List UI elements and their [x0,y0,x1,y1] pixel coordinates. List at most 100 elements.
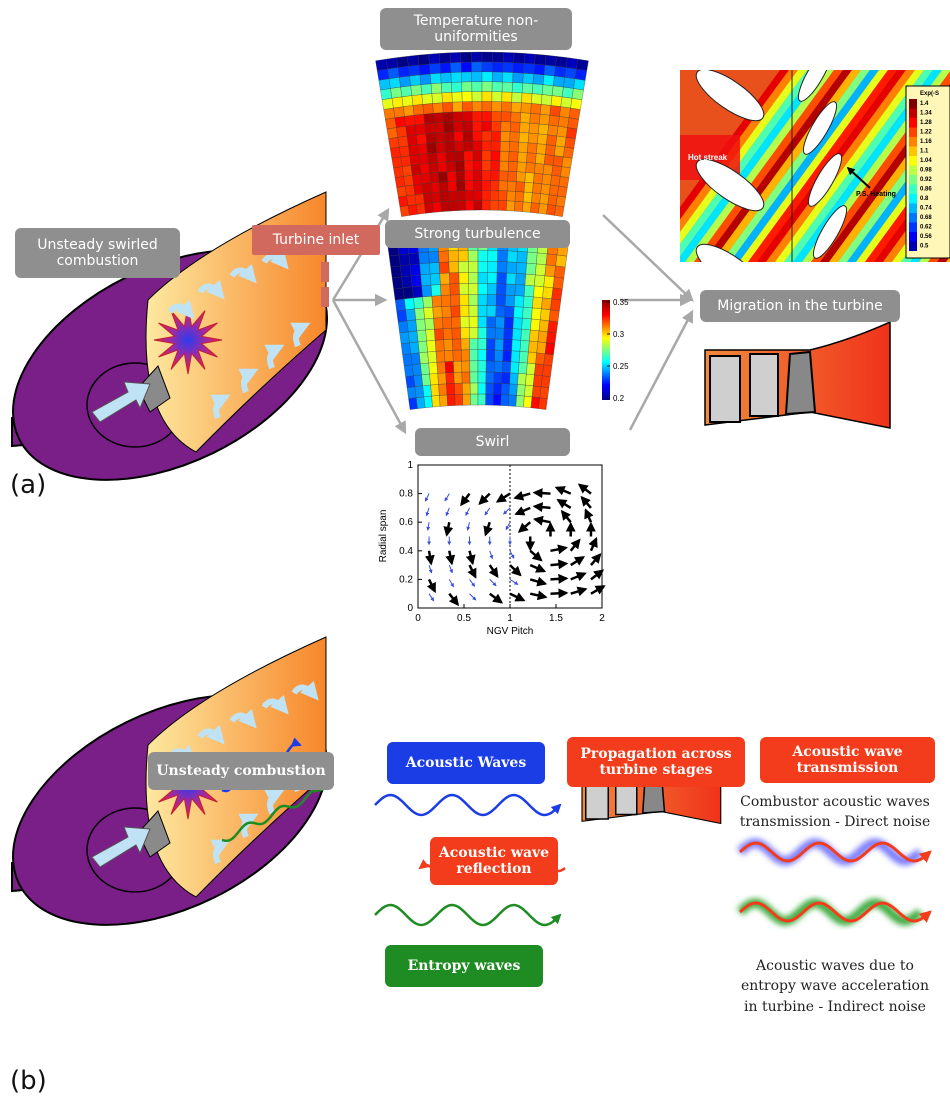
map-cell [503,52,514,62]
map-cell [490,200,498,210]
map-cell [520,122,530,133]
map-cell [569,108,580,119]
map-cell [548,125,559,136]
map-cell [447,171,456,181]
map-cell [524,182,533,193]
map-cell [491,141,500,151]
map-cell [575,69,587,80]
map-cell [543,75,554,86]
vector [535,493,551,494]
map-cell [437,152,447,163]
map-cell [398,136,409,147]
legend-value: 1.16 [920,139,932,145]
map-cell [526,363,535,375]
map-cell [430,73,441,84]
map-cell [459,272,469,283]
legend-value: 1.04 [920,158,932,164]
map-cell [469,317,478,328]
map-cell [439,384,448,396]
map-cell [523,63,534,74]
map-cell [492,72,503,82]
label: Migration in the turbine [700,290,900,322]
map-cell [534,364,543,376]
map-cell [530,319,540,331]
map-cell [521,93,532,104]
label: Acoustic wave transmission [760,737,935,783]
legend-swatch [909,232,917,242]
map-cell [405,185,415,196]
map-cell [472,121,482,131]
map-cell [442,306,452,318]
map-cell [503,62,514,72]
tick-label: 0 [415,613,421,624]
map-cell [542,174,552,185]
map-cell [418,341,428,353]
map-cell [444,122,454,132]
map-cell [412,364,421,376]
map-cell [432,93,443,104]
map-cell [388,67,400,78]
map-cell [545,55,557,66]
map-cell [521,329,531,341]
map-cell [473,141,482,151]
map-cell [507,181,516,191]
map-cell [492,82,502,92]
map-cell [505,295,515,307]
map-cell [514,295,524,307]
map-cell [384,108,395,119]
map-cell [456,181,465,191]
map-cell [531,94,542,105]
map-cell [506,201,515,211]
map-cell [410,75,421,86]
map-cell [463,121,473,131]
map-cell [401,86,412,97]
map-cell [416,397,425,409]
legend-swatch [909,156,917,166]
map-cell [516,262,526,274]
map-cell [546,332,556,344]
map-cell [419,153,429,164]
map-cell [508,171,517,181]
map-cell [441,295,451,307]
map-cell [524,385,533,397]
legend-swatch [909,194,917,204]
map-cell [554,66,566,77]
map-cell [478,394,486,405]
map-cell [410,342,420,354]
map-cell [419,252,430,264]
map-cell [552,86,563,97]
map-cell [491,161,500,171]
map-cell [462,101,472,111]
map-cell [536,253,547,265]
map-cell [478,261,488,272]
map-cell [522,83,533,94]
map-cell [462,92,472,102]
map-cell [468,250,478,261]
map-cell [433,113,443,124]
map-cell [548,195,558,206]
map-cell [462,361,470,372]
map-cell [545,343,555,355]
label: Turbine inlet [252,225,380,255]
map-cell [396,126,407,137]
map-cell [550,299,560,311]
map-cell [433,103,444,114]
map-cell [506,284,516,296]
map-cell [486,383,494,394]
map-cell [428,153,438,164]
map-cell [424,396,433,408]
map-cell [509,142,519,152]
map-cell [454,141,464,151]
map-cell [448,191,457,201]
map-cell [452,339,461,350]
map-cell [391,87,402,98]
map-cell [382,98,393,109]
map-cell [439,395,447,407]
map-cell [443,102,453,112]
map-cell [537,342,547,354]
map-cell [482,161,491,171]
map-cell [556,196,566,207]
map-cell [543,164,553,175]
map-cell [422,374,431,386]
map-cell [576,59,588,70]
